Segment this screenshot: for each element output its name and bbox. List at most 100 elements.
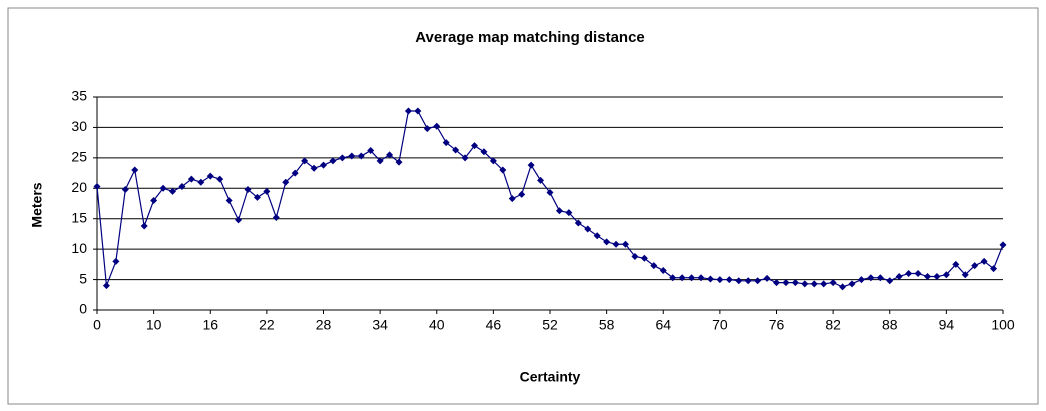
marker [876, 274, 884, 282]
marker [489, 157, 497, 165]
marker [442, 139, 450, 147]
marker [980, 257, 988, 265]
y-tick-label: 25 [71, 149, 87, 165]
marker [867, 274, 875, 282]
marker [546, 189, 554, 197]
chart-title: Average map matching distance [415, 29, 645, 46]
x-tick-label: 94 [939, 317, 955, 333]
marker [263, 187, 271, 195]
marker [622, 240, 629, 248]
marker [329, 157, 337, 165]
y-axis-title: Meters [29, 182, 45, 227]
marker [555, 207, 563, 215]
y-tick-label: 20 [71, 179, 87, 195]
marker [121, 186, 129, 194]
y-tick-label: 30 [71, 118, 87, 134]
x-tick-label: 46 [486, 317, 502, 333]
marker [565, 209, 573, 217]
marker [187, 175, 195, 183]
marker [659, 266, 667, 274]
marker [338, 154, 346, 162]
marker [593, 232, 601, 240]
marker [773, 279, 780, 287]
marker [159, 184, 167, 192]
marker [508, 195, 516, 203]
marker [178, 182, 186, 190]
marker [244, 186, 252, 194]
marker [857, 276, 865, 284]
x-tick-label: 16 [202, 317, 218, 333]
x-tick-label: 100 [991, 317, 1015, 333]
x-tick-label: 76 [769, 317, 785, 333]
marker [999, 241, 1007, 249]
x-tick-label: 70 [712, 317, 728, 333]
marker [169, 187, 176, 195]
x-tick-label: 58 [599, 317, 615, 333]
marker [112, 257, 120, 265]
marker [905, 269, 913, 277]
marker [461, 154, 469, 162]
marker [518, 190, 526, 198]
marker [942, 271, 950, 279]
marker [206, 172, 214, 180]
x-axis-title: Certainty [520, 369, 581, 385]
marker [631, 252, 639, 260]
marker [527, 161, 535, 169]
marker [706, 275, 714, 283]
y-tick-label: 15 [71, 209, 87, 225]
marker [140, 222, 148, 230]
marker [423, 125, 431, 133]
marker [640, 254, 648, 262]
marker [744, 277, 752, 285]
marker [716, 276, 724, 284]
marker [990, 265, 998, 273]
marker [93, 182, 101, 190]
marker [499, 166, 507, 174]
marker [291, 169, 299, 177]
x-tick-label: 64 [655, 317, 671, 333]
marker [933, 273, 941, 281]
marker [480, 148, 488, 156]
marker [395, 158, 403, 166]
marker [810, 280, 818, 288]
x-tick-label: 10 [146, 317, 162, 333]
marker [235, 216, 243, 224]
marker [603, 238, 611, 246]
x-tick-label: 34 [372, 317, 388, 333]
x-tick-label: 28 [316, 317, 332, 333]
y-tick-label: 35 [71, 88, 87, 104]
marker [404, 107, 412, 115]
marker [688, 274, 696, 282]
marker [471, 142, 478, 150]
marker [839, 283, 847, 291]
marker [735, 277, 743, 285]
x-tick-label: 40 [429, 317, 445, 333]
marker [801, 280, 809, 288]
marker [301, 157, 309, 165]
marker [584, 225, 592, 233]
marker [253, 193, 261, 201]
y-tick-label: 5 [79, 270, 87, 286]
marker [791, 279, 799, 287]
marker [952, 260, 960, 268]
marker [272, 213, 280, 221]
marker [150, 196, 158, 204]
chart-border [7, 7, 1039, 405]
marker [820, 280, 828, 288]
marker [829, 279, 837, 287]
marker [971, 262, 979, 270]
marker [197, 178, 205, 186]
marker [895, 273, 903, 281]
marker [216, 175, 224, 183]
x-tick-label: 22 [259, 317, 275, 333]
marker [433, 122, 441, 130]
x-tick-label: 0 [93, 317, 101, 333]
marker [886, 277, 894, 285]
marker [914, 269, 922, 277]
marker [924, 273, 931, 281]
marker [357, 152, 365, 160]
marker [782, 279, 790, 287]
marker [754, 277, 762, 285]
marker [348, 152, 356, 160]
